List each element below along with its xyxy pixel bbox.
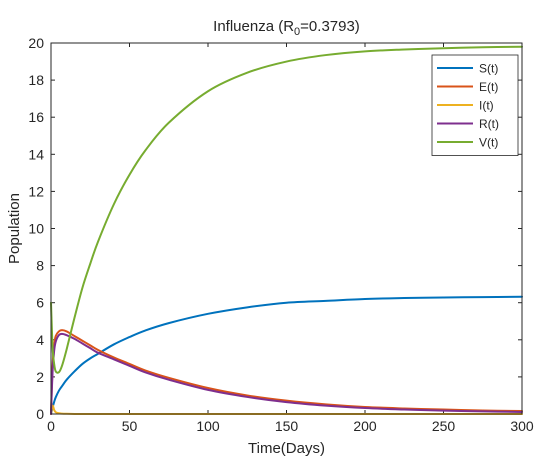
y-tick-label: 14 — [28, 146, 44, 162]
x-tick-label: 250 — [432, 418, 456, 434]
chart-title-subscript: 0 — [294, 26, 300, 38]
plot-frame — [50, 42, 523, 415]
y-axis-label: Population — [6, 193, 23, 264]
y-tick-label: 2 — [36, 369, 44, 385]
y-tick-label: 10 — [28, 221, 44, 237]
y-tick-label: 6 — [36, 295, 44, 311]
y-tick-label: 20 — [28, 35, 44, 51]
x-tick-label: 300 — [510, 418, 534, 434]
x-tick-label: 50 — [122, 418, 138, 434]
y-axis-ticks: 0 2 4 6 8 10 12 14 16 18 20 — [28, 35, 522, 422]
y-tick-label: 12 — [28, 183, 44, 199]
chart-title: Influenza (R0=0.3793) — [213, 18, 360, 38]
chart-title-rest: =0.3793) — [300, 18, 360, 35]
chart-title-main: Influenza (R — [213, 18, 294, 35]
legend-entry-label: E(t) — [479, 80, 498, 94]
legend: S(t) E(t) I(t) R(t) V(t) — [431, 54, 519, 156]
legend-entry-label: R(t) — [479, 117, 499, 131]
y-tick-label: 8 — [36, 258, 44, 274]
x-tick-label: 150 — [275, 418, 299, 434]
series-line-st — [50, 295, 523, 415]
x-tick-label: 100 — [196, 418, 220, 434]
x-tick-label: 0 — [47, 418, 55, 434]
x-axis-label: Time(Days) — [248, 440, 325, 457]
series-line-et — [50, 329, 523, 415]
x-tick-label: 200 — [353, 418, 377, 434]
x-axis-ticks: 0 50 100 150 200 250 300 — [47, 43, 534, 434]
legend-entry-label: S(t) — [479, 62, 498, 76]
legend-entry-label: I(t) — [479, 99, 494, 113]
series-line-rt — [50, 332, 523, 415]
y-tick-label: 0 — [36, 406, 44, 422]
series-line-vt — [50, 45, 523, 374]
y-tick-label: 18 — [28, 72, 44, 88]
legend-entry-label: V(t) — [479, 136, 498, 150]
y-tick-label: 4 — [36, 332, 44, 348]
y-tick-label: 16 — [28, 109, 44, 125]
